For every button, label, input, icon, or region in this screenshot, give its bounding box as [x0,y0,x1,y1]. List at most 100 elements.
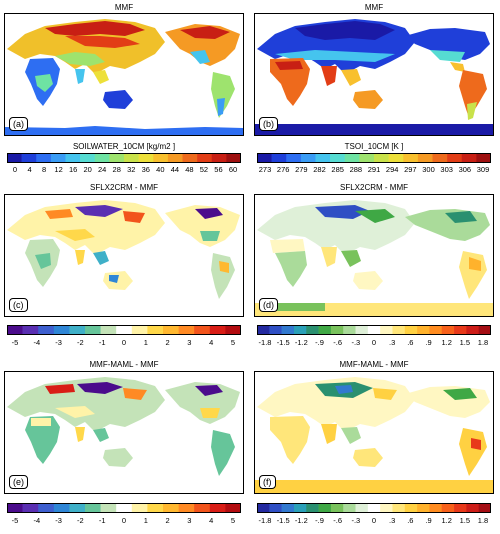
diff-water-swatch [100,503,117,513]
tsoi-swatch [286,153,302,163]
colorbar-ticks-diff-water-2: -5 -4 -3 -2 -1 0 1 2 3 4 5 [7,516,241,526]
soilwater-swatch [65,153,81,163]
diff-water-tick-label: 2 [165,516,170,525]
tsoi-swatch [257,153,272,163]
tsoi-tick-label: 288 [349,165,363,174]
diff-water-tick-label: 1 [143,516,148,525]
diff-temp-swatch [466,503,479,513]
africa-center-wet [35,74,53,92]
diff-temp-tick-label: .3 [389,516,396,525]
tsoi-swatch [447,153,463,163]
diff-water-swatch [194,503,211,513]
diff-water-tick-label: 1 [143,338,148,347]
diff-water-tick-label: -2 [77,516,84,525]
diff-temp-tick-label: 1.8 [477,516,489,525]
africa-yellow [31,418,51,426]
diff-water-swatch [194,325,211,335]
colorbar-tsoi [257,153,491,163]
diff-temp-tick-label: .9 [425,516,432,525]
south-america-land [459,428,487,476]
panel-label-c: (c) [9,298,28,312]
diff-water-swatch [7,325,23,335]
tsoi-tick-label: 273 [258,165,272,174]
north-cold-patch [315,205,370,219]
panel-title-e: MMF-MAML - MMF [89,360,159,369]
colorbar-ticks-soilwater: 0 4 8 12 16 20 24 28 32 36 40 44 48 52 56 60 [7,165,241,175]
diff-temp-tick-label: 0 [371,338,377,347]
tsoi-tick-label: 291 [367,165,381,174]
australia-land [353,271,383,290]
soilwater-swatch [211,153,227,163]
diff-water-swatch [178,325,195,335]
diff-water-tick-label: 0 [121,516,127,525]
diff-water-swatch [163,325,179,335]
south-america-dry [217,98,225,116]
diff-temp-swatch [355,325,369,335]
tsoi-map [255,19,493,135]
us-yellow [200,408,220,418]
diff-temp-swatch [380,325,393,335]
south-america-hot [459,70,487,118]
se-asia [341,250,361,267]
colorbar-diff-temp-2 [257,503,491,513]
soilwater-tick-label: 36 [141,165,150,174]
soilwater-swatch [109,153,125,163]
diff-water-tick-label: -5 [11,516,19,525]
australia-warm [353,90,383,109]
india-land [75,427,85,442]
south-america-land [211,72,235,118]
diff-temp-swatch [269,503,282,513]
tsoi-tick-label: 282 [313,165,326,174]
diff-water-swatch [7,503,23,513]
tsoi-tick-label: 300 [422,165,435,174]
soilwater-swatch [36,153,52,163]
diff-water-swatch [225,503,241,513]
central-asia-yellow [55,229,95,241]
australia-land [103,90,133,109]
diff-water-tick-label: -2 [77,338,84,347]
colorbar-title-tsoi: TSOI_10CM [K ] [344,142,404,151]
diff-temp-frame [257,503,491,513]
soilwater-tick-label: 28 [112,165,121,174]
diff-temp-swatch [293,325,307,335]
north-america-cold [405,28,490,60]
australia-land [103,271,133,290]
india-land [321,424,337,444]
antarctica-cold [255,124,493,135]
north-dry-patch [75,205,123,217]
se-asia [93,251,109,265]
tsoi-swatch [330,153,346,163]
diff-temp-swatch [417,325,430,335]
north-green [355,209,395,223]
africa-land [275,251,307,287]
soilwater-tick-label: 16 [68,165,78,174]
diff-water-tick-label: 2 [165,338,170,347]
diff-temp-swatch [257,325,270,335]
diff-temp-tick-label: .6 [407,516,414,525]
soilwater-tick-label: 60 [228,165,238,174]
diff-water-swatch [116,503,133,513]
panel-label-e: (e) [9,475,28,489]
soilwater-swatch [80,153,96,163]
panel-label-b: (b) [259,117,278,131]
soilwater-swatch [94,153,110,163]
colorbar-ticks-tsoi: 273 276 279 282 285 288 291 294 297 300 303 306 309 [257,165,491,175]
south-america-land [459,251,487,299]
australia-land [103,448,133,467]
colorbar-ticks-diff-temp-1: -1.8 -1.5 -1.2 -.9 -.6 -.3 0 .3 .6 .9 1.2 1.5 1.8 [257,338,491,348]
panel-title-c: SFLX2CRM - MMF [90,183,158,192]
diff-temp-swatch [330,325,344,335]
diff-water-swatch [85,503,101,513]
diff-temp-swatch [318,503,332,513]
eurasia-cold [295,21,395,40]
map-panel-a: (a) [4,13,244,136]
diff-temp-swatch [404,503,418,513]
africa-land [270,416,310,464]
diff-temp-swatch [330,503,344,513]
diff-temp-swatch [454,325,467,335]
soilwater-swatch [182,153,198,163]
diff-temp-swatch [269,325,282,335]
africa-green [35,253,51,269]
mid-lat-band [275,50,395,62]
tsoi-tick-label: 309 [476,165,490,174]
